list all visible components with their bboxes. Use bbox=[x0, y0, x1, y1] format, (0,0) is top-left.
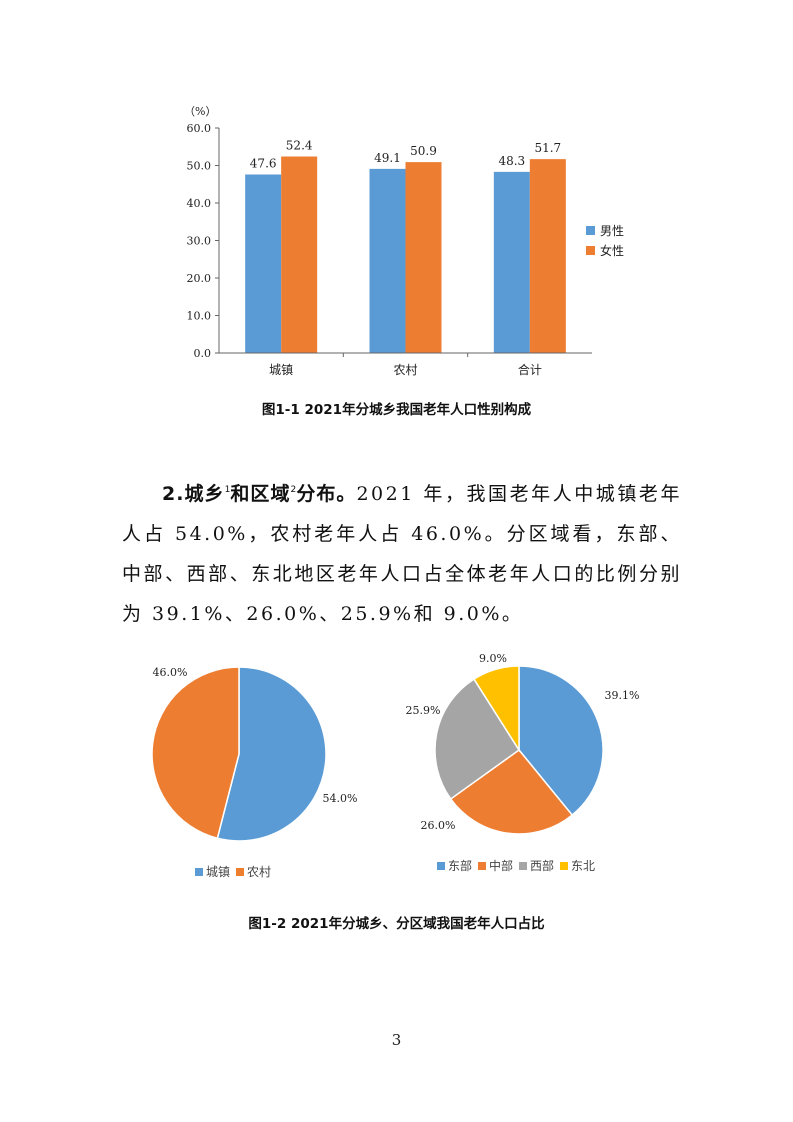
legend-swatch-east bbox=[437, 862, 445, 870]
legend-swatch-west bbox=[519, 862, 528, 870]
body-paragraph: 2.城乡1和区域2分布。2021 年，我国老年人中城镇老年人占 54.0%，农村… bbox=[122, 470, 682, 634]
pie-value-label: 26.0% bbox=[421, 819, 456, 832]
bar-value-label: 49.1 bbox=[374, 151, 401, 165]
bar-female bbox=[529, 159, 566, 353]
legend-label-east: 东部 bbox=[448, 859, 473, 873]
legend-swatch-male bbox=[586, 226, 595, 235]
pie-slice-west bbox=[434, 678, 521, 800]
legend-label-northeast: 东北 bbox=[571, 859, 596, 873]
legend-label-central: 中部 bbox=[489, 859, 514, 873]
figure-1-caption: 图1-1 2021年分城乡我国老年人口性别构成 bbox=[261, 402, 532, 418]
legend-swatch-central bbox=[478, 862, 487, 870]
bar-value-label: 51.7 bbox=[534, 141, 561, 155]
heading-mid: 和区域 bbox=[230, 483, 291, 505]
pie-slice-urban bbox=[216, 666, 327, 842]
urban-rural-legend: 城镇 农村 bbox=[195, 863, 277, 880]
pie-slice-northeast bbox=[472, 665, 520, 753]
bar-legend: 男性 女性 bbox=[586, 224, 624, 258]
bar-female bbox=[281, 156, 318, 353]
legend-swatch-northeast bbox=[560, 862, 569, 870]
pie-value-label: 54.0% bbox=[323, 792, 358, 805]
paragraph-body: 2021 年，我国老年人中城镇老年人占 54.0%，农村老年人占 46.0%。分… bbox=[122, 483, 682, 625]
bar-value-label: 48.3 bbox=[498, 154, 525, 168]
legend-label-west: 西部 bbox=[530, 859, 555, 873]
legend-label-rural: 农村 bbox=[247, 865, 272, 879]
y-tick-label: 50.0 bbox=[187, 160, 212, 173]
legend-label-urban: 城镇 bbox=[206, 865, 231, 879]
figure-2-caption: 图1-2 2021年分城乡、分区域我国老年人口占比 bbox=[248, 916, 545, 932]
pie-slice-rural bbox=[151, 666, 240, 840]
region-legend: 东部 中部 西部 东北 bbox=[437, 857, 601, 874]
pie-value-label: 9.0% bbox=[479, 652, 507, 665]
legend-swatch-female bbox=[586, 246, 595, 255]
section-heading: 2.城乡1和区域2分布。 bbox=[162, 483, 356, 505]
bar-male bbox=[245, 174, 282, 353]
bar-male bbox=[369, 168, 406, 353]
bar-value-label: 52.4 bbox=[286, 139, 313, 153]
y-tick-label: 30.0 bbox=[187, 235, 212, 248]
legend-label-female: 女性 bbox=[600, 243, 624, 258]
y-tick-label: 40.0 bbox=[187, 197, 212, 210]
pie-value-label: 46.0% bbox=[153, 666, 188, 679]
bar-value-label: 50.9 bbox=[410, 144, 437, 158]
y-tick-label: 0.0 bbox=[194, 347, 212, 360]
footnote-ref-1[interactable]: 1 bbox=[224, 485, 231, 495]
x-category-label: 城镇 bbox=[269, 363, 293, 377]
bar-female bbox=[405, 162, 442, 353]
legend-swatch-rural bbox=[236, 868, 245, 876]
page-number: 3 bbox=[391, 1031, 402, 1049]
heading-prefix: 2.城乡 bbox=[162, 483, 225, 505]
pie-slice-central bbox=[449, 748, 574, 835]
y-tick-label: 10.0 bbox=[187, 310, 212, 323]
legend-label-male: 男性 bbox=[600, 224, 624, 238]
bar-male bbox=[493, 171, 530, 353]
pie-slice-east bbox=[518, 665, 604, 817]
bar-chart: （%） 0.0 10.0 20.0 30.0 40.0 50.0 60.0 城镇 农村 合计 47… bbox=[184, 105, 624, 377]
heading-suffix: 分布。 bbox=[296, 483, 357, 505]
x-category-label: 农村 bbox=[393, 363, 417, 377]
pie-value-label: 39.1% bbox=[605, 689, 640, 702]
x-category-label: 合计 bbox=[518, 362, 542, 377]
y-tick-label: 20.0 bbox=[187, 272, 212, 285]
pie-value-label: 25.9% bbox=[406, 704, 441, 717]
legend-swatch-urban bbox=[195, 868, 203, 876]
footnote-ref-2[interactable]: 2 bbox=[290, 485, 297, 495]
y-unit-label: （%） bbox=[184, 105, 216, 118]
y-tick-label: 60.0 bbox=[187, 122, 212, 135]
bar-value-label: 47.6 bbox=[250, 157, 277, 171]
